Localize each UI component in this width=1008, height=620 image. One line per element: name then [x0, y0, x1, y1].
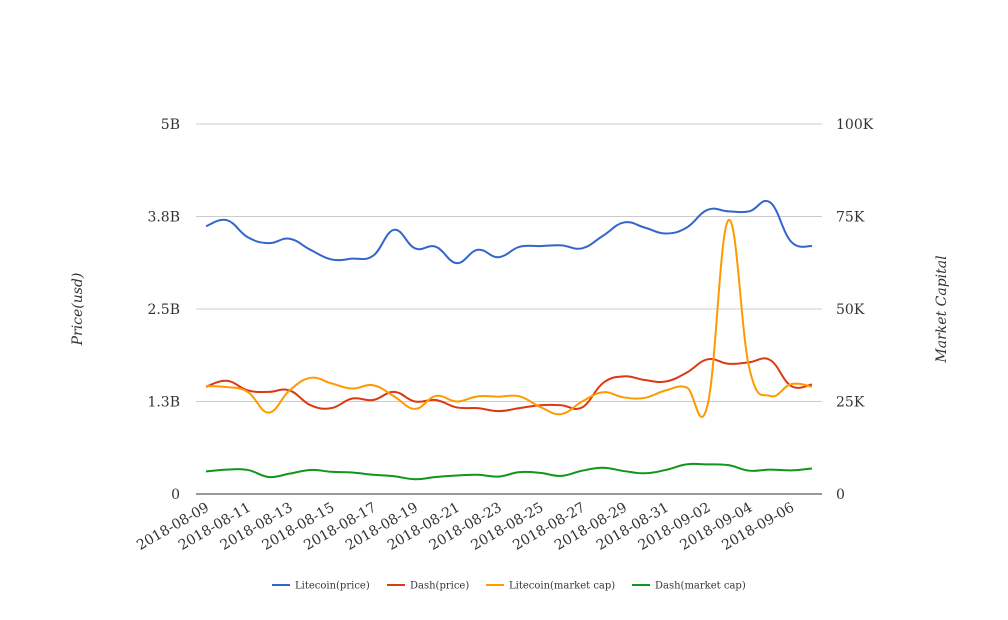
y-tick-label-right: 25K — [836, 395, 865, 411]
y-tick-label-left: 2.5B — [147, 302, 180, 318]
series-line-dash-price — [205, 357, 813, 413]
legend-label: Dash(price) — [410, 581, 469, 592]
y-tick-label-left: 5B — [161, 117, 180, 133]
series-line-litecoin-market-cap — [205, 219, 813, 418]
y-axis-title-right: Market Capital — [934, 255, 950, 363]
series-line-litecoin-price — [205, 200, 813, 265]
y-tick-label-right: 0 — [836, 487, 845, 503]
y-tick-label-left: 0 — [171, 487, 180, 503]
series-lines — [205, 200, 813, 481]
series-line-dash-market-cap — [205, 462, 813, 481]
legend-label: Litecoin(market cap) — [509, 581, 615, 592]
y-tick-label-right: 100K — [836, 117, 874, 133]
y-tick-label-left: 1.3B — [147, 395, 180, 411]
y-tick-label-right: 75K — [836, 210, 865, 226]
y-axis-title-left: Price(usd) — [70, 273, 86, 347]
y-tick-label-right: 50K — [836, 302, 865, 318]
legend-label: Dash(market cap) — [655, 581, 746, 592]
legend: Litecoin(price) Dash(price) Litecoin(marke… — [272, 581, 746, 592]
y-tick-label-left: 3.8B — [147, 210, 180, 226]
legend-label: Litecoin(price) — [295, 581, 370, 592]
gridlines — [196, 123, 822, 402]
